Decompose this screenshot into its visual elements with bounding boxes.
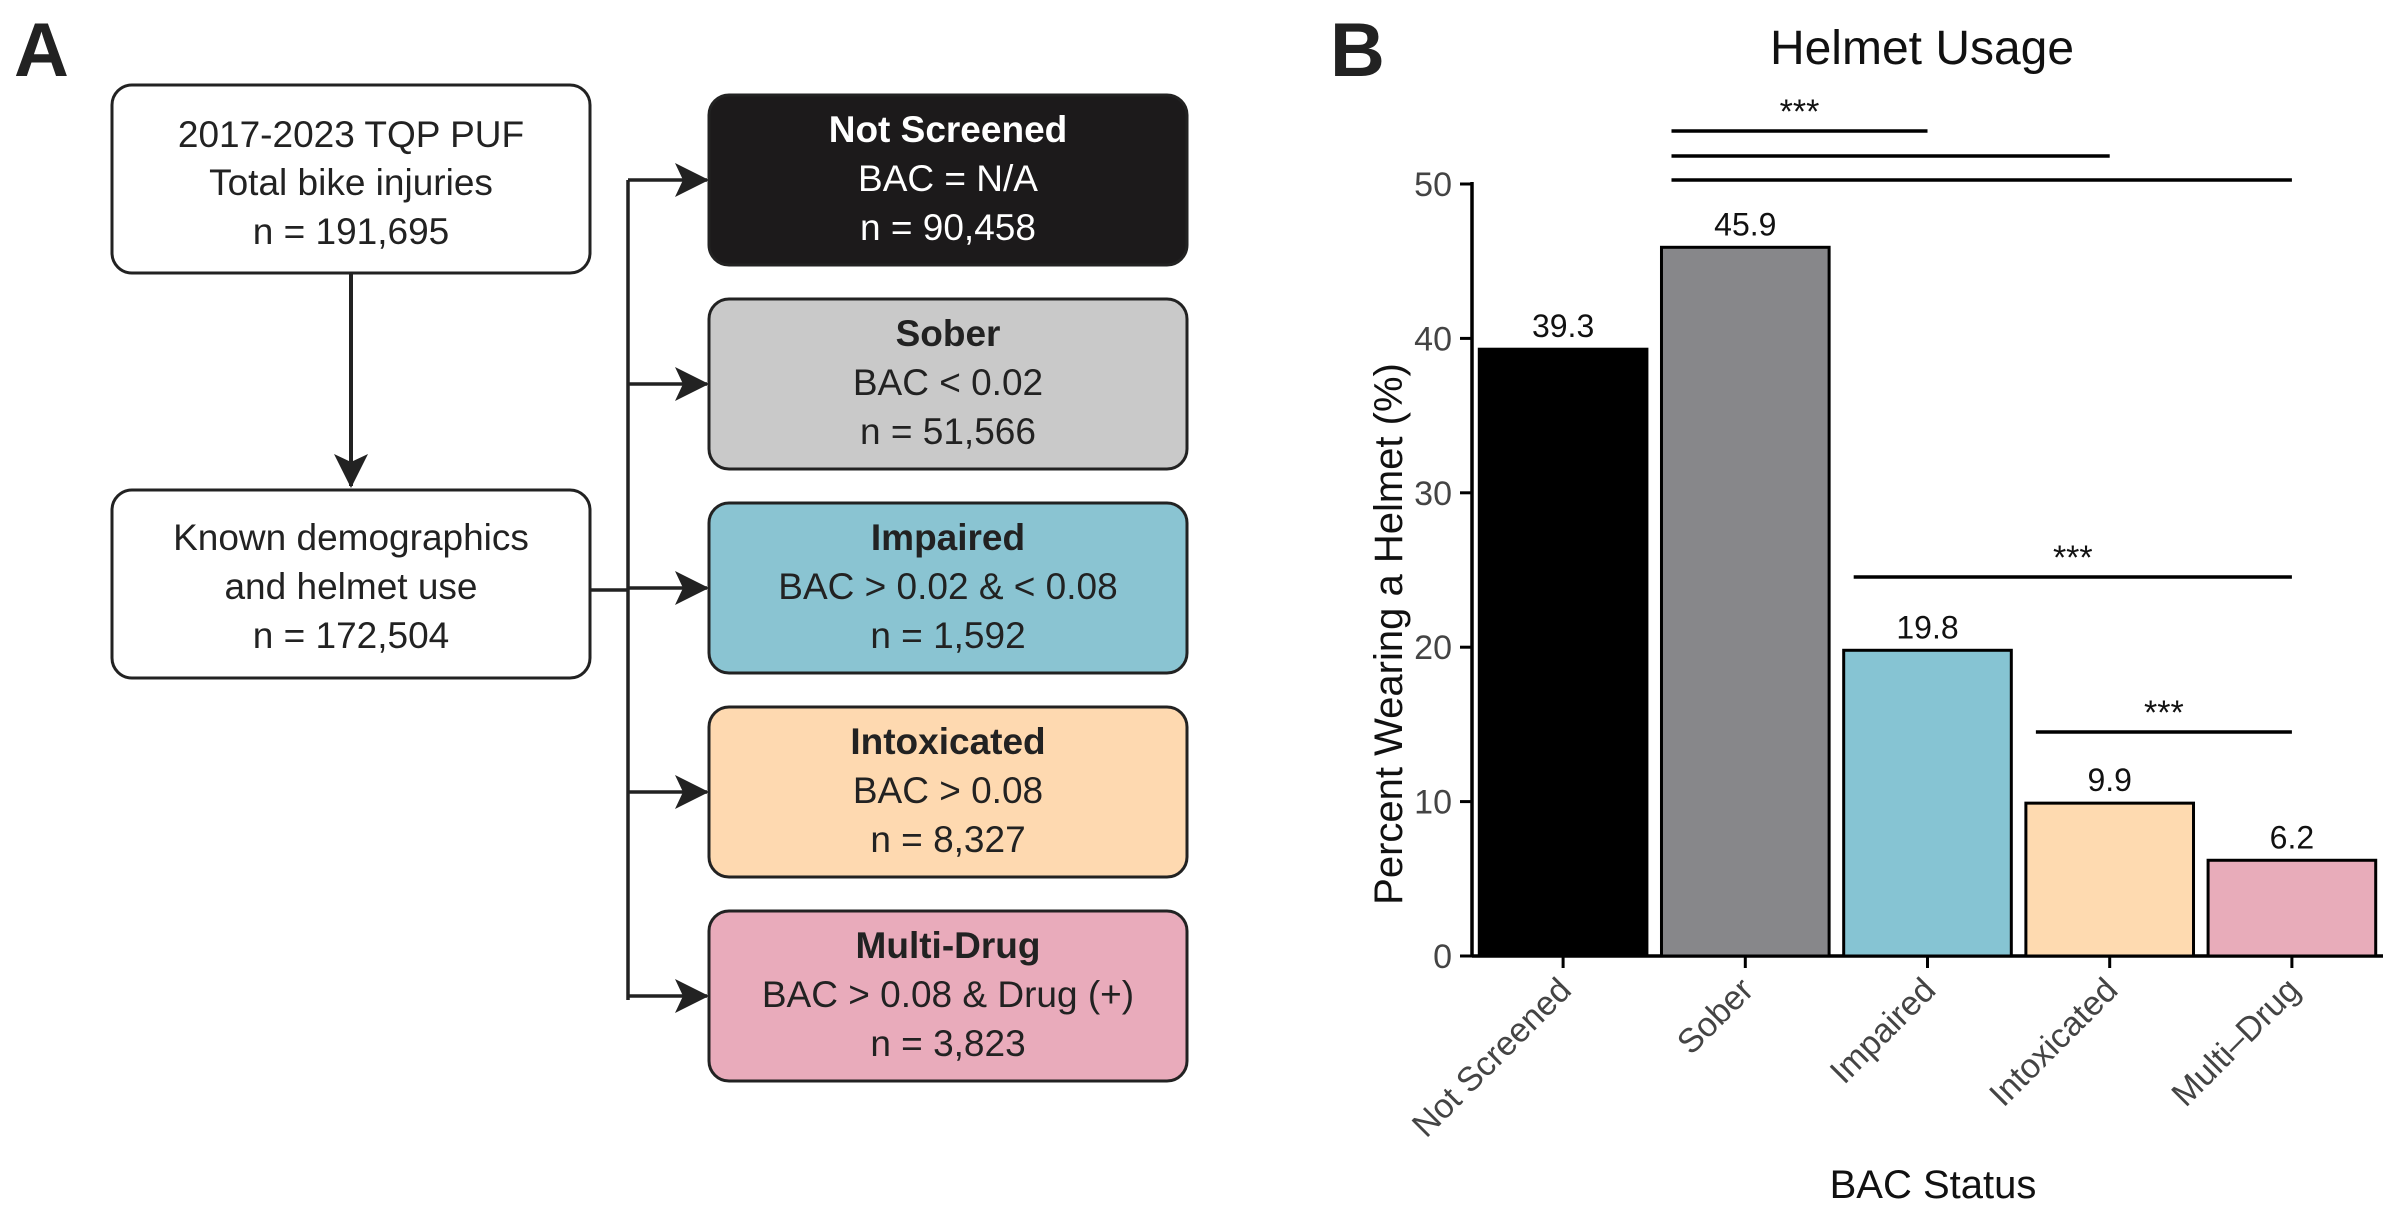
group-count: n = 90,458 — [860, 207, 1036, 248]
group-count: n = 8,327 — [870, 819, 1025, 860]
known-box-line-1: Known demographics — [173, 517, 529, 558]
branch-connectors — [590, 180, 630, 1000]
value-labels: 39.3 45.9 19.8 9.9 6.2 — [1532, 206, 2314, 855]
group-count: n = 51,566 — [860, 411, 1036, 452]
bar-value-label: 9.9 — [2087, 762, 2131, 798]
bar-3 — [1842, 648, 2013, 958]
panel-a-flowchart: A 2017-2023 TQP PUF Total bike injuries … — [14, 8, 1189, 1083]
source-box: 2017-2023 TQP PUF Total bike injuries n … — [110, 83, 592, 275]
y-tick-label: 10 — [1414, 784, 1452, 822]
group-title: Intoxicated — [850, 721, 1045, 762]
group-box-2: Sober BAC < 0.02 n = 51,566 — [628, 297, 1189, 471]
x-tick-label: Sober — [1670, 971, 1761, 1062]
known-box-line-3: n = 172,504 — [253, 615, 450, 656]
group-box-rect — [707, 93, 1189, 267]
significance-label: *** — [1780, 93, 1820, 131]
y-tick-label: 0 — [1433, 938, 1452, 976]
panel-a-label: A — [14, 8, 69, 93]
group-boxes: Not Screened BAC = N/A n = 90,458 Sober BAC … — [628, 93, 1189, 1083]
group-criteria: BAC > 0.08 & Drug (+) — [762, 974, 1134, 1015]
known-box: Known demographics and helmet use n = 17… — [110, 488, 592, 680]
group-title: Multi-Drug — [856, 925, 1041, 966]
bar-value-label: 19.8 — [1896, 609, 1958, 645]
bar-value-label: 39.3 — [1532, 308, 1594, 344]
group-count: n = 3,823 — [870, 1023, 1025, 1064]
bar-5 — [2206, 858, 2378, 958]
significance-brackets: *** *** *** — [1671, 93, 2292, 734]
bar-value-label: 6.2 — [2270, 819, 2314, 855]
group-box-3: Impaired BAC > 0.02 & < 0.08 n = 1,592 — [628, 501, 1189, 675]
group-box-4: Intoxicated BAC > 0.08 n = 8,327 — [628, 705, 1189, 879]
group-box-1: Not Screened BAC = N/A n = 90,458 — [628, 93, 1189, 267]
known-box-line-2: and helmet use — [224, 566, 477, 607]
panel-b-chart: B Helmet Usage BAC Status Percent Wearin… — [1330, 8, 2383, 1207]
group-count: n = 1,592 — [870, 615, 1025, 656]
group-criteria: BAC = N/A — [858, 158, 1038, 199]
x-tick-label: Not Screened — [1405, 971, 1579, 1145]
bars — [1477, 245, 2378, 958]
significance-label: *** — [2053, 539, 2093, 577]
group-box-rect — [707, 297, 1189, 471]
x-axis-title: BAC Status — [1830, 1163, 2037, 1207]
y-axis-title: Percent Wearing a Helmet (%) — [1367, 363, 1411, 905]
y-tick-label: 40 — [1414, 320, 1452, 358]
source-box-line-2: Total bike injuries — [209, 162, 493, 203]
significance-label: *** — [2144, 694, 2184, 732]
x-tick-label: Multi–Drug — [2164, 971, 2307, 1114]
group-box-5: Multi-Drug BAC > 0.08 & Drug (+) n = 3,823 — [628, 909, 1189, 1083]
y-tick-label: 20 — [1414, 629, 1452, 667]
group-criteria: BAC > 0.08 — [853, 770, 1043, 811]
y-axis: 0 10 20 30 40 50 — [1414, 166, 1474, 976]
y-tick-label: 50 — [1414, 166, 1452, 204]
group-box-rect — [707, 909, 1189, 1083]
group-title: Sober — [896, 313, 1001, 354]
group-title: Impaired — [871, 517, 1025, 558]
group-criteria: BAC < 0.02 — [853, 362, 1043, 403]
x-tick-label: Impaired — [1823, 971, 1943, 1091]
x-tick-label: Intoxicated — [1982, 971, 2125, 1114]
bar-1 — [1477, 347, 1649, 958]
bar-4 — [2024, 801, 2196, 958]
group-criteria: BAC > 0.02 & < 0.08 — [778, 566, 1117, 607]
group-title: Not Screened — [829, 109, 1068, 150]
panel-b-label: B — [1330, 8, 1385, 93]
y-tick-label: 30 — [1414, 475, 1452, 513]
group-box-rect — [707, 501, 1189, 675]
source-box-line-3: n = 191,695 — [253, 211, 450, 252]
bar-2 — [1659, 245, 1831, 958]
bar-value-label: 45.9 — [1714, 206, 1776, 242]
chart-title: Helmet Usage — [1770, 22, 2074, 75]
x-axis: Not Screened Sober Impaired Intoxicated Mult… — [1405, 954, 2383, 1145]
group-box-rect — [707, 705, 1189, 879]
source-box-line-1: 2017-2023 TQP PUF — [178, 114, 524, 155]
